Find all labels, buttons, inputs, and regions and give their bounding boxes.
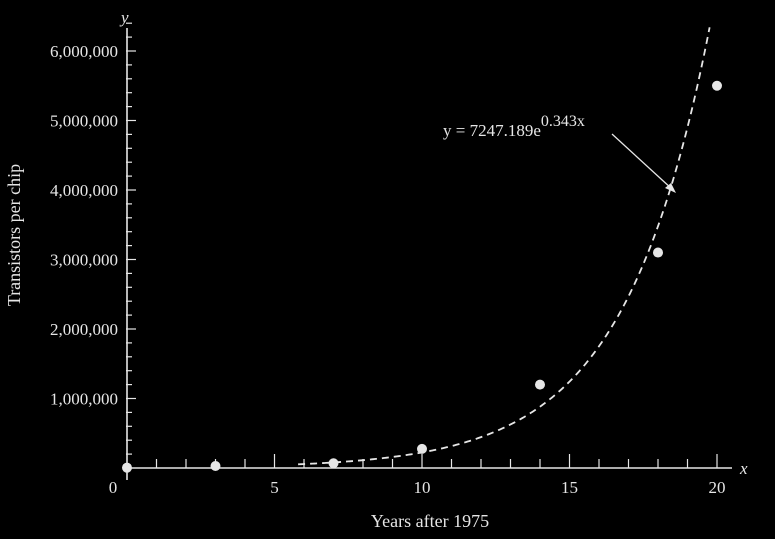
axes (125, 28, 732, 480)
model-equation-prefix: y = 7247.189e (443, 121, 541, 140)
y-tick-label: 6,000,000 (50, 42, 118, 61)
data-point (122, 462, 132, 473)
data-point (210, 460, 221, 471)
ticks: 0 5 10 15 20 1,000,000 2,000,000 3,000,000 4,000… (50, 22, 726, 497)
y-tick-label: 4,000,000 (50, 181, 118, 200)
y-tick-label: 3,000,000 (50, 251, 118, 270)
y-tick-label: 1,000,000 (50, 390, 118, 409)
x-axis-variable: x (739, 459, 748, 478)
x-tick-label: 20 (709, 478, 726, 497)
x-tick-label: 0 (109, 478, 118, 497)
model-curve-layer (298, 27, 711, 466)
x-tick-label: 15 (561, 478, 578, 497)
model-curve (298, 27, 711, 466)
x-tick-label: 5 (270, 478, 279, 497)
x-tick-label: 10 (414, 478, 431, 497)
y-tick-label: 5,000,000 (50, 112, 118, 131)
data-point (417, 443, 427, 454)
model-equation-exponent: 0.343x (541, 113, 585, 130)
data-point (712, 80, 722, 91)
model-equation-pointer (611, 133, 676, 193)
x-axis-title: Years after 1975 (371, 511, 489, 531)
data-points (122, 80, 722, 473)
data-point (653, 247, 663, 258)
y-axis-title: Transistors per chip (4, 164, 24, 306)
data-point (535, 379, 545, 390)
y-tick-label: 2,000,000 (50, 320, 118, 339)
data-point (328, 458, 339, 469)
model-equation-label: y = 7247.189e0.343x (443, 113, 585, 140)
y-axis-variable: y (119, 8, 129, 27)
